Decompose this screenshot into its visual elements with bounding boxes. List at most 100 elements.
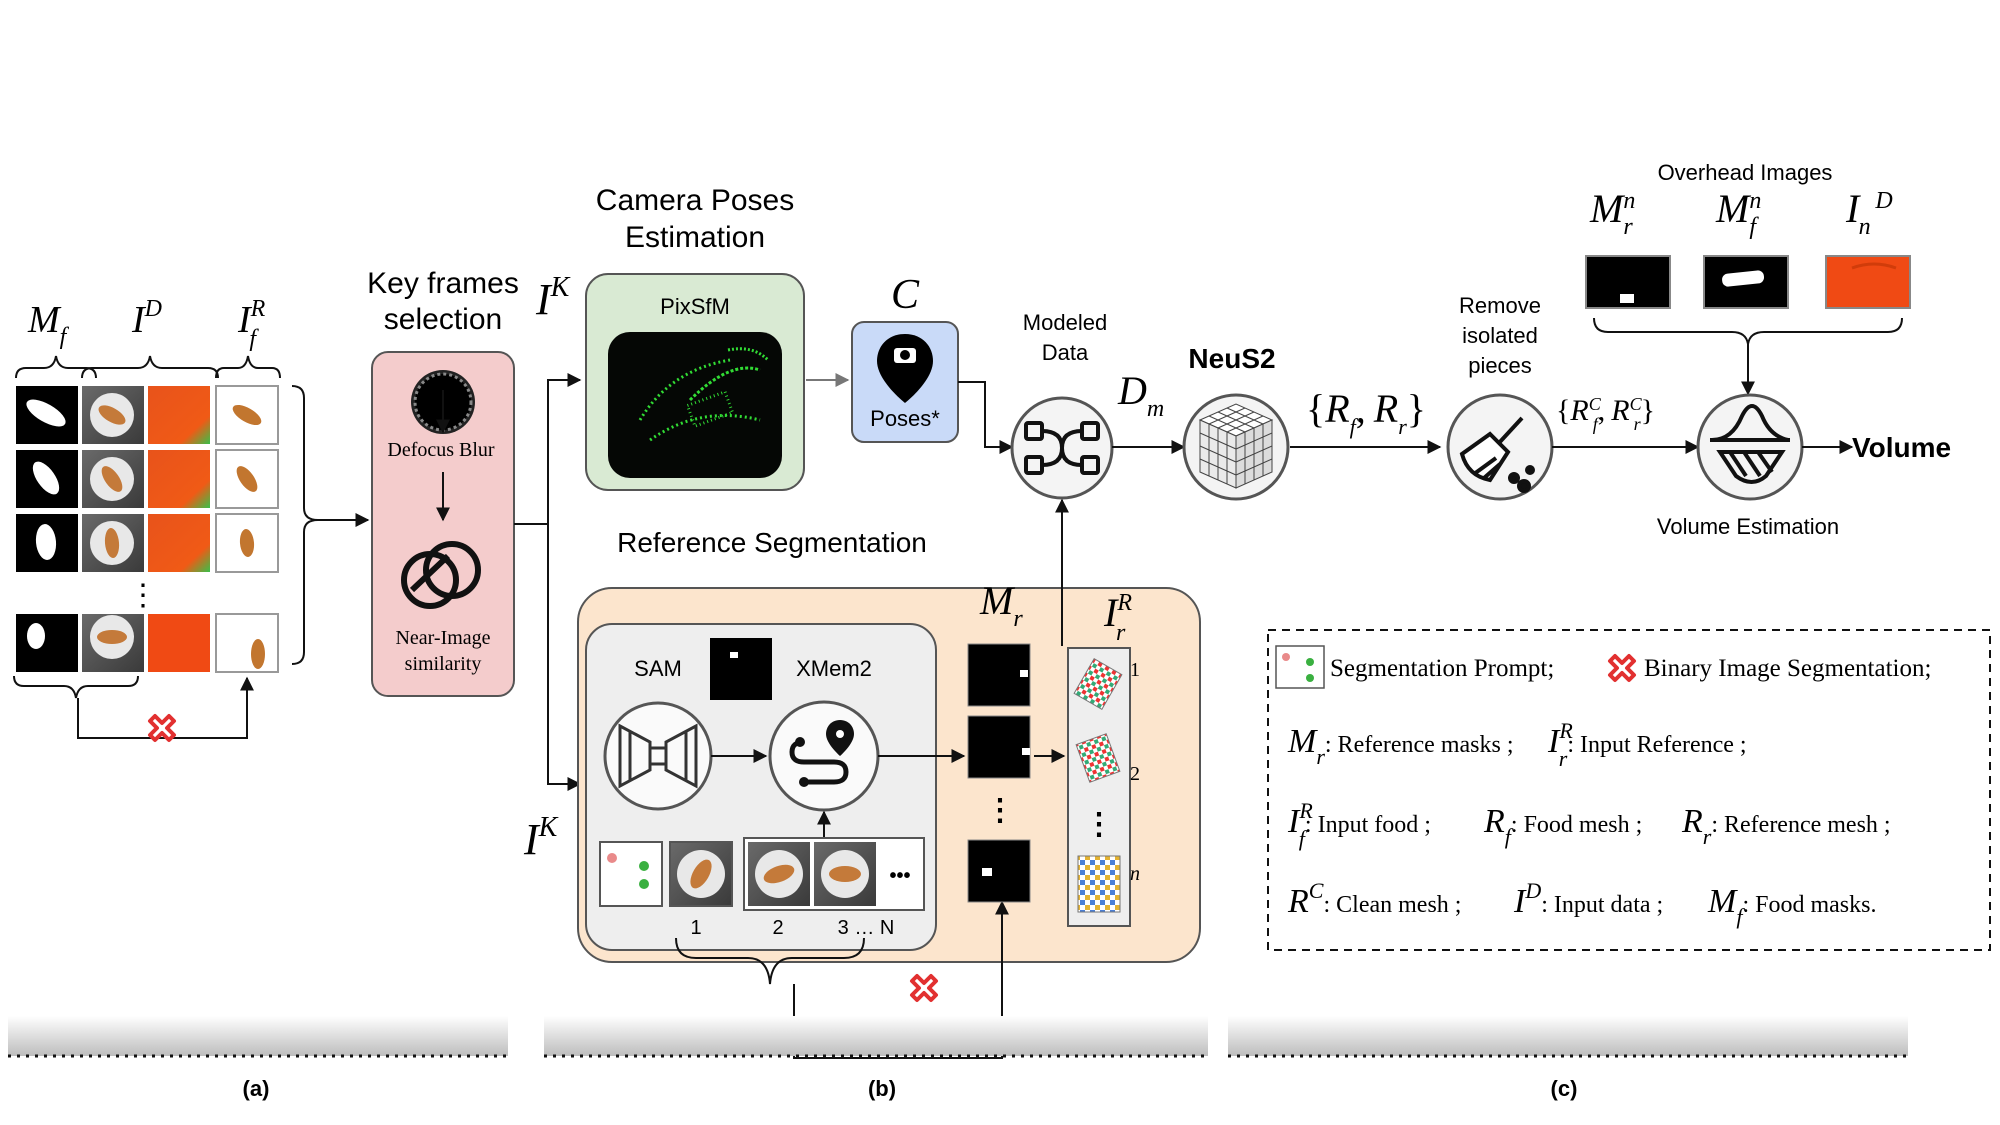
pixsfm-label: PixSfM — [660, 294, 730, 319]
prompt-point-green — [639, 879, 649, 889]
ifr-header: IR f — [237, 296, 266, 352]
food-mask-thumb — [16, 614, 78, 672]
merge-icon — [1024, 421, 1100, 475]
broom-icon — [1459, 416, 1535, 493]
location-pin-icon — [877, 334, 933, 403]
panel-a: Mf ID IR f — [13, 296, 370, 1101]
food-mask-blob — [1722, 270, 1765, 287]
encoder-decoder-icon — [618, 723, 698, 789]
ik-bottom-label: IK — [523, 812, 559, 864]
panel-shelves — [8, 1016, 1908, 1058]
frame-number-2: 2 — [772, 917, 783, 939]
modeled-label-2: Data — [1042, 340, 1089, 365]
depth-thumb — [148, 514, 210, 572]
prompt-point-red — [607, 853, 617, 863]
mesh-cube-icon — [1198, 403, 1274, 489]
ref-number-n: n — [1130, 863, 1140, 885]
to-segmentation-arrow — [547, 524, 582, 791]
volume-label: Volume — [1852, 432, 1951, 463]
ifr-brace — [215, 355, 281, 379]
legend-irr: IR r: Input Reference ; — [1547, 718, 1747, 771]
id-brace — [81, 355, 219, 379]
panel-a-label: (a) — [243, 1076, 270, 1101]
binary-seg-label: Binary Image Segmentation; — [1644, 655, 1931, 682]
shelf-c — [1228, 1016, 1908, 1056]
camera-title-2: Estimation — [625, 221, 765, 254]
camera-block: Camera Poses Estimation PixSfM C Poses* — [585, 184, 1014, 491]
mf-brace — [15, 355, 97, 379]
near-image-label-2: similarity — [405, 653, 482, 675]
sam-label: SAM — [634, 656, 682, 681]
binary-seg-icon — [910, 974, 938, 1002]
legend-rc: RC: Clean mesh ; — [1287, 878, 1461, 920]
hotdog-crop — [239, 529, 255, 557]
frames-brace — [675, 937, 865, 985]
frame-number-1: 1 — [690, 917, 701, 939]
ref-number-1: 1 — [1130, 659, 1140, 681]
depth-thumb — [148, 386, 210, 444]
hotdog — [101, 466, 123, 492]
volume-estimation-icon — [1710, 404, 1790, 484]
legend-box — [1267, 629, 1991, 951]
poses-to-modeled-arrow — [958, 381, 1014, 454]
neus2-label: NeuS2 — [1188, 343, 1275, 374]
id-header: ID — [131, 296, 162, 341]
xmem2-label: XMem2 — [796, 656, 872, 681]
keyframes-title-2: selection — [384, 303, 502, 336]
hotdog — [97, 630, 127, 644]
overhead-brace — [1593, 317, 1903, 345]
remove-label: Remove — [1459, 293, 1541, 318]
hotdog — [763, 864, 795, 884]
ref-mask-1 — [967, 643, 1031, 707]
prompt-point-green — [639, 861, 649, 871]
point-cloud-points — [638, 347, 770, 442]
reference-segmentation-block: Reference Segmentation SAM XMem2 — [577, 498, 1201, 1101]
modeled-data-block: Modeled Data Dm — [1010, 310, 1186, 500]
rc-label: {RC f, RC r} — [1556, 394, 1655, 434]
legend-ifr: IR f: Input food ; — [1287, 798, 1431, 851]
ref-card-n — [1077, 855, 1121, 913]
seg-prompt-red — [1282, 653, 1290, 661]
irr-label: IR r — [1103, 590, 1132, 646]
hotdog-crop — [236, 466, 258, 492]
c-label: C — [891, 272, 920, 318]
masks-dots: ⋮ — [985, 794, 1015, 827]
ref-mask-dot — [1020, 670, 1028, 677]
defocus-label: Defocus Blur — [387, 439, 495, 461]
mf-header: Mf — [27, 299, 70, 350]
m-rn-label: Mn r — [1589, 186, 1635, 240]
overhead-title: Overhead Images — [1658, 160, 1833, 185]
hotdog — [829, 866, 861, 882]
food-mask-blob — [26, 399, 66, 427]
ref-card-1 — [1073, 657, 1123, 711]
camera-title: Camera Poses — [596, 184, 794, 217]
hotdog-crop — [232, 404, 262, 426]
ref-mask-overhead — [1585, 255, 1671, 309]
seg-prompt-icon — [1275, 645, 1325, 689]
food-mask-blob — [32, 461, 60, 495]
food-crop-thumb — [215, 613, 279, 673]
legend-id: ID: Input data ; — [1513, 878, 1663, 920]
prompt-mask-thumb — [710, 638, 772, 700]
remove-label-2: isolated — [1462, 323, 1538, 348]
remove-label-3: pieces — [1468, 353, 1532, 378]
depth-overhead — [1825, 255, 1911, 309]
seg-prompt-label: Segmentation Prompt; — [1330, 655, 1554, 682]
hotdog — [98, 405, 126, 425]
depth-thumb — [148, 450, 210, 508]
ref-mask-2 — [967, 715, 1031, 779]
binary-seg-icon — [1608, 654, 1636, 682]
legend-rf: Rf: Food mesh ; — [1483, 803, 1642, 849]
seg-prompt-green — [1306, 674, 1314, 682]
m-fn-label: Mn f — [1715, 186, 1761, 240]
legend-mr: Mr: Reference masks ; — [1287, 723, 1513, 769]
legend-mf: Mf: Food masks. — [1707, 883, 1876, 929]
prompt-mask-dot — [730, 652, 738, 658]
right-brace — [291, 385, 319, 665]
shelf-a — [8, 1016, 508, 1056]
binary-seg-icon — [148, 714, 176, 742]
keyframes-block: Key frames selection Defocus Blur Near-I… — [367, 267, 582, 864]
depth-overhead-plate — [1851, 262, 1897, 270]
ref-column-dots: ⋮ — [1084, 808, 1114, 841]
